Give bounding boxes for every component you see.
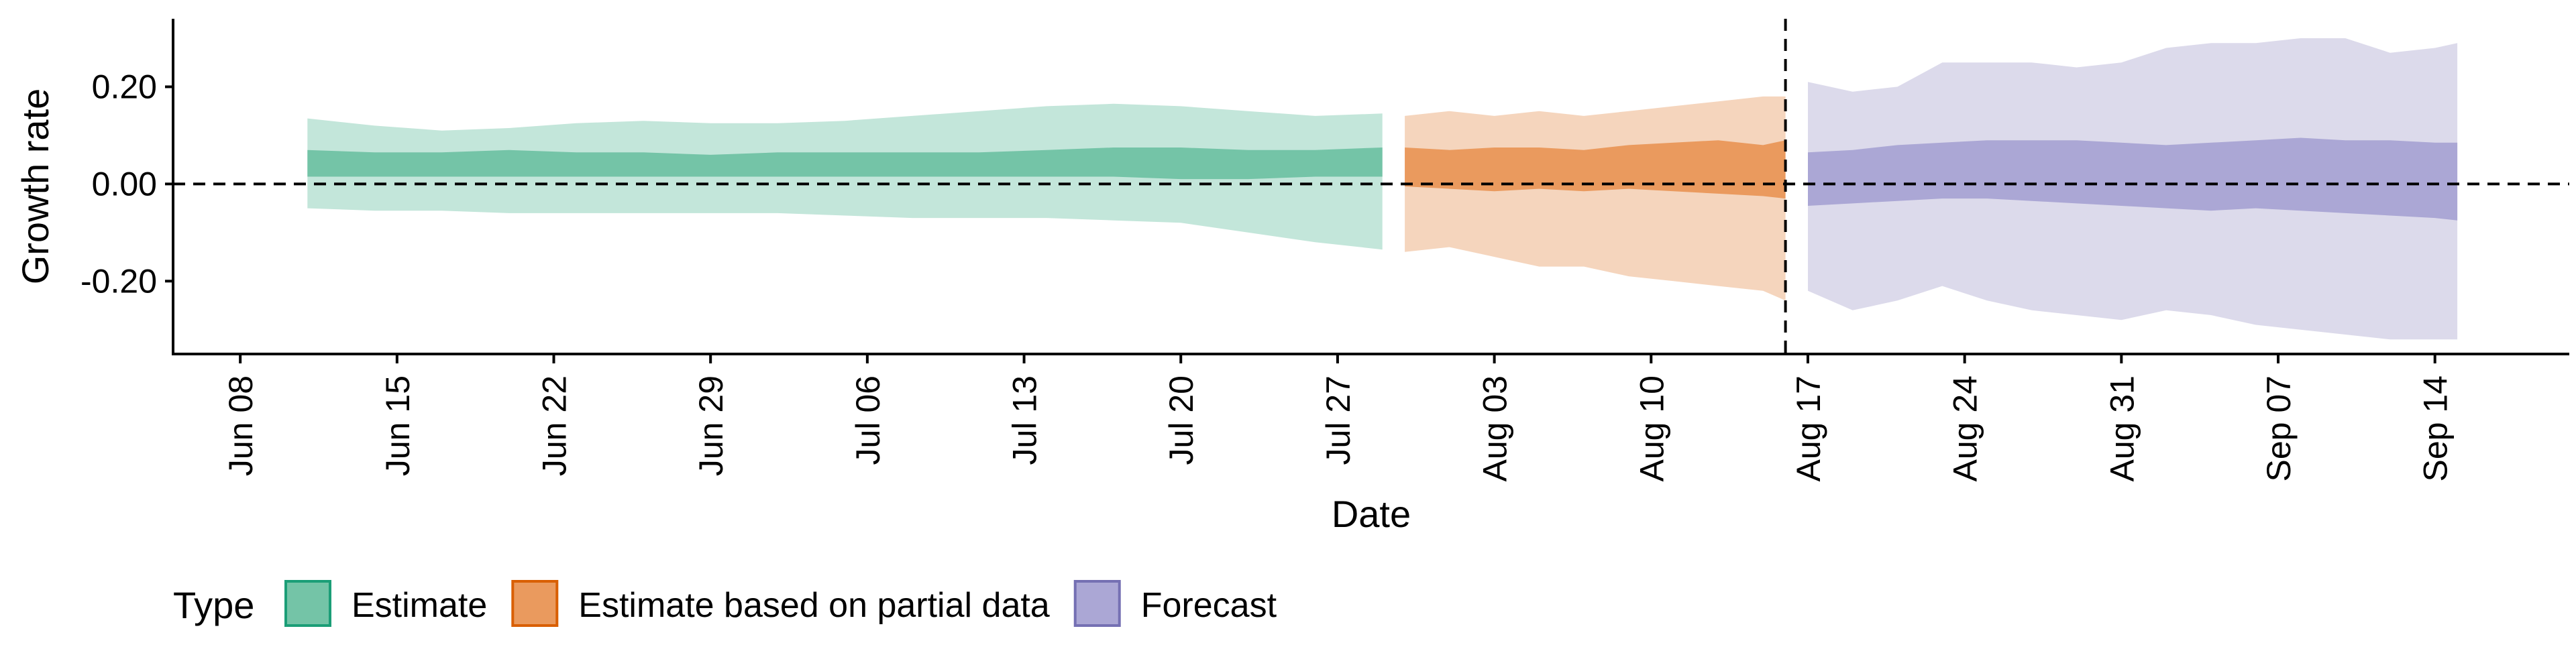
x-tick-label: Aug 24 <box>1947 375 1984 481</box>
legend-label-estimate: Estimate <box>352 586 487 625</box>
band-layer <box>307 38 2458 340</box>
x-tick-label: Aug 03 <box>1477 375 1514 481</box>
forecast-inner-band <box>1808 137 2458 221</box>
x-tick-label: Jun 29 <box>692 375 730 476</box>
legend-swatch-forecast <box>1073 580 1121 627</box>
x-tick-label: Jul 06 <box>849 375 887 465</box>
x-tick-label: Sep 14 <box>2417 375 2455 481</box>
legend-label-forecast: Forecast <box>1141 586 1277 625</box>
x-tick-label: Aug 31 <box>2103 375 2141 481</box>
y-axis-title: Growth rate <box>14 89 56 285</box>
x-tick-label: Jun 08 <box>222 375 260 476</box>
y-axis-ticks: 0.20 0.00 -0.20 <box>80 68 173 300</box>
x-tick-label: Jul 27 <box>1320 375 1357 465</box>
estimate-based-on-partial-data-outer-band <box>1405 96 1786 301</box>
estimate-inner-band <box>307 148 1383 180</box>
x-tick-label: Jul 20 <box>1163 375 1200 465</box>
x-tick-label: Aug 17 <box>1790 375 1827 481</box>
legend-label-estimate-based-on-partial-data: Estimate based on partial data <box>578 586 1050 625</box>
legend-swatch-estimate <box>284 580 331 627</box>
legend-swatch-estimate-based-on-partial-data <box>511 580 559 627</box>
y-tick-label: -0.20 <box>80 262 157 300</box>
legend-title: Type <box>173 584 254 626</box>
y-tick-label: 0.20 <box>92 68 157 105</box>
y-tick-label: 0.00 <box>92 165 157 202</box>
legend: Type Estimate Estimate based on partial d… <box>173 580 1277 627</box>
x-tick-label: Jun 22 <box>536 375 574 476</box>
x-tick-label: Sep 07 <box>2260 375 2298 481</box>
x-axis-ticks: Jun 08 Jun 15 Jun 22 Jun 29 Jul 06 Jul 13 Jul … <box>222 354 2455 481</box>
x-axis-title: Date <box>1332 493 1411 535</box>
x-tick-label: Jun 15 <box>379 375 417 476</box>
x-tick-label: Aug 10 <box>1633 375 1670 481</box>
x-tick-label: Jul 13 <box>1006 375 1044 465</box>
